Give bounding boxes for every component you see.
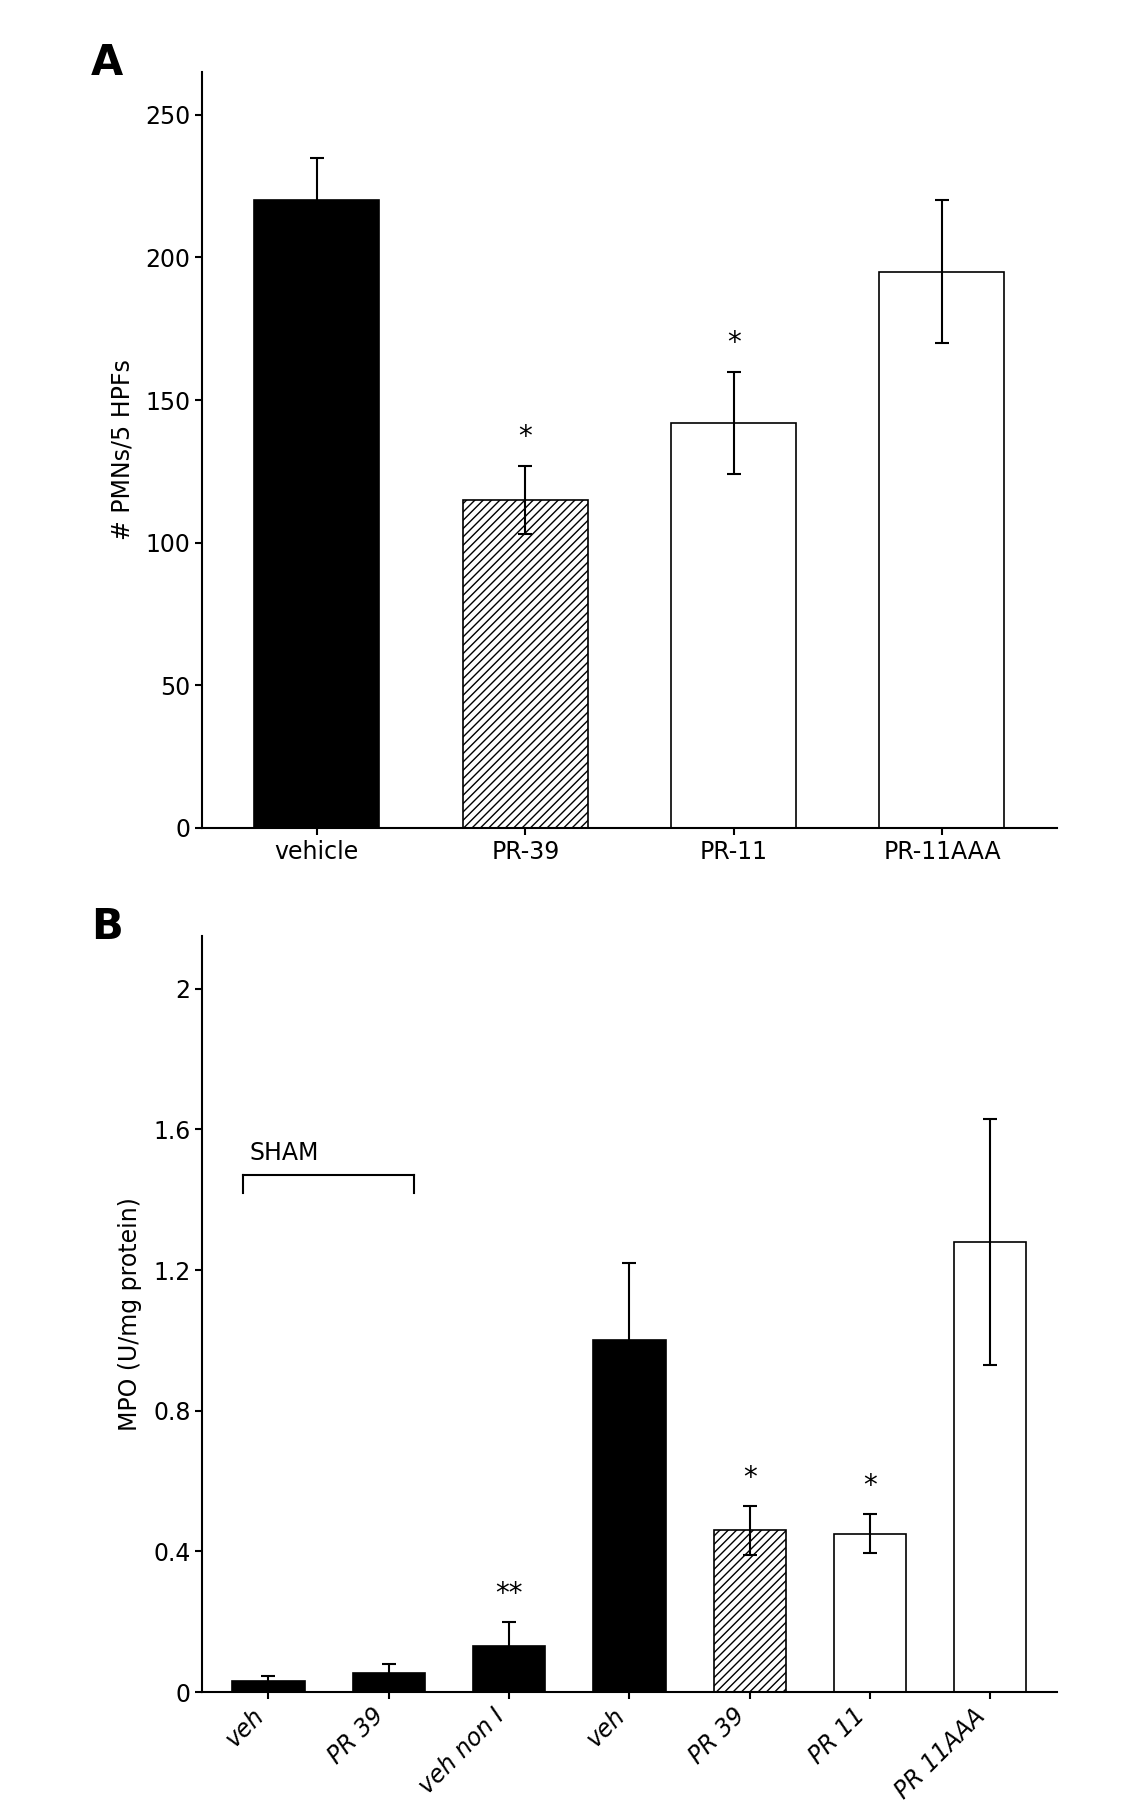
Bar (473, 1647, 545, 1692)
Text: A: A (91, 41, 124, 85)
Bar (879, 272, 1005, 828)
Y-axis label: # PMNs/5 HPFs: # PMNs/5 HPFs (110, 360, 134, 540)
Bar (714, 1530, 786, 1692)
Bar (353, 1672, 425, 1692)
Bar (463, 500, 588, 828)
Text: *: * (743, 1463, 756, 1492)
Text: *: * (863, 1472, 877, 1501)
Text: *: * (518, 423, 532, 452)
Y-axis label: MPO (U/mg protein): MPO (U/mg protein) (118, 1197, 142, 1431)
Text: B: B (91, 905, 123, 949)
Bar (671, 423, 796, 828)
Text: **: ** (496, 1580, 523, 1607)
Bar (834, 1534, 906, 1692)
Text: SHAM: SHAM (250, 1141, 318, 1165)
Bar (593, 1341, 665, 1692)
Bar (233, 1681, 305, 1692)
Text: *: * (727, 329, 741, 356)
Bar (254, 200, 380, 828)
Bar (954, 1242, 1026, 1692)
